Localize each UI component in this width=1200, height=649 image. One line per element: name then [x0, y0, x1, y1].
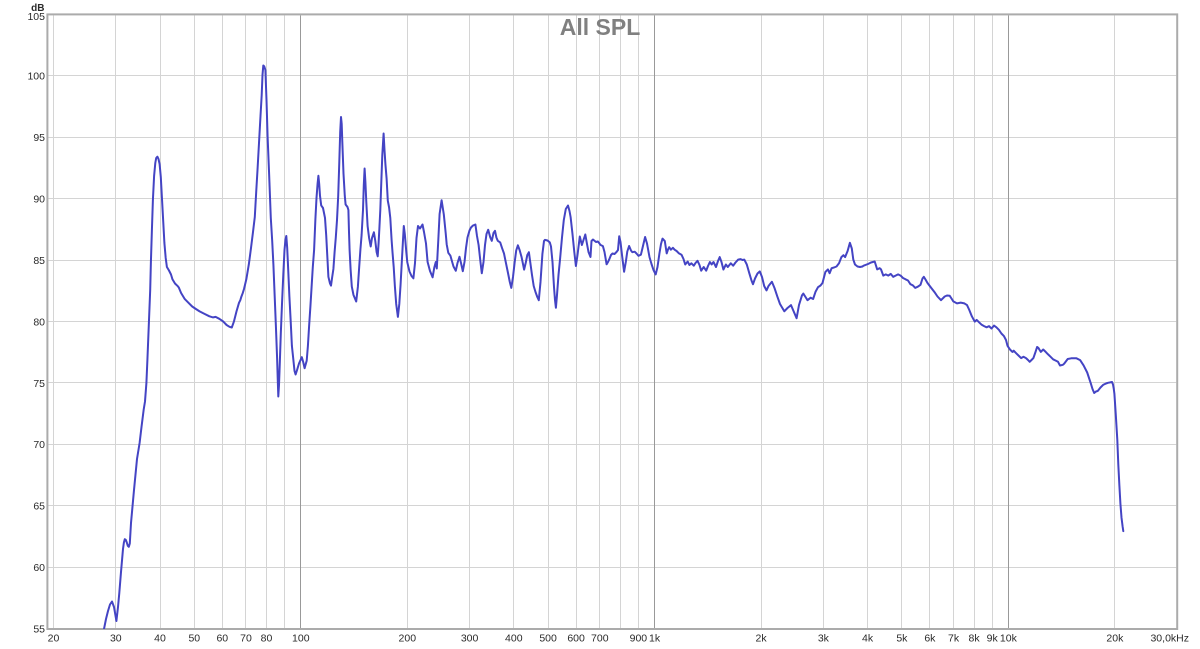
svg-text:2k: 2k: [756, 632, 768, 644]
svg-text:50: 50: [188, 632, 200, 644]
svg-text:20k: 20k: [1106, 632, 1124, 644]
svg-text:60: 60: [33, 562, 45, 574]
svg-text:80: 80: [261, 632, 273, 644]
svg-text:100: 100: [27, 71, 45, 83]
svg-text:1k: 1k: [649, 632, 661, 644]
svg-text:600: 600: [567, 632, 585, 644]
svg-text:6k: 6k: [924, 632, 936, 644]
svg-text:7k: 7k: [948, 632, 960, 644]
svg-text:400: 400: [505, 632, 523, 644]
svg-text:All SPL: All SPL: [560, 14, 641, 40]
svg-text:300: 300: [461, 632, 479, 644]
svg-text:55: 55: [33, 624, 45, 636]
svg-text:70: 70: [240, 632, 252, 644]
svg-text:200: 200: [399, 632, 417, 644]
svg-text:85: 85: [33, 255, 45, 267]
svg-text:60: 60: [216, 632, 228, 644]
svg-text:105: 105: [27, 11, 45, 23]
svg-text:900: 900: [630, 632, 648, 644]
svg-text:700: 700: [591, 632, 609, 644]
svg-text:9k: 9k: [987, 632, 999, 644]
svg-text:75: 75: [33, 378, 45, 390]
svg-text:100: 100: [292, 632, 310, 644]
svg-text:500: 500: [539, 632, 557, 644]
svg-text:20: 20: [48, 632, 60, 644]
svg-text:3k: 3k: [818, 632, 830, 644]
svg-text:10k: 10k: [1000, 632, 1018, 644]
svg-text:30: 30: [110, 632, 122, 644]
svg-text:90: 90: [33, 194, 45, 206]
svg-text:40: 40: [154, 632, 166, 644]
svg-text:5k: 5k: [896, 632, 908, 644]
svg-text:4k: 4k: [862, 632, 874, 644]
svg-text:8k: 8k: [969, 632, 981, 644]
svg-text:70: 70: [33, 439, 45, 451]
svg-text:95: 95: [33, 132, 45, 144]
svg-text:80: 80: [33, 316, 45, 328]
svg-text:dB: dB: [31, 3, 44, 14]
svg-text:65: 65: [33, 501, 45, 513]
svg-text:30,0kHz: 30,0kHz: [1150, 632, 1189, 644]
